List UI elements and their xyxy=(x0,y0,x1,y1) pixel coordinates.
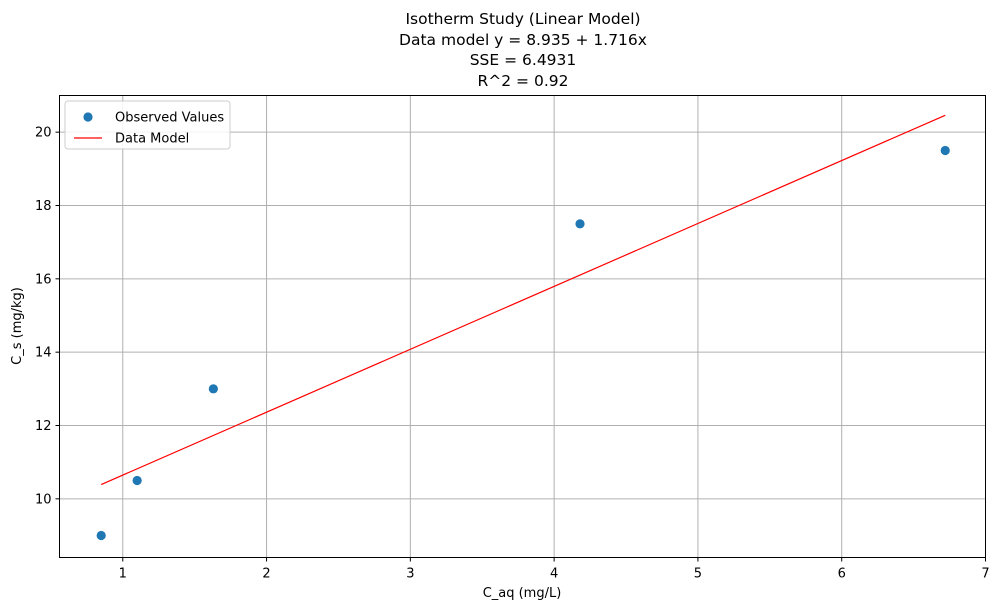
y-tick-label: 20 xyxy=(35,126,52,141)
observed-point xyxy=(940,145,950,156)
grid xyxy=(59,95,986,558)
y-axis-label: C_s (mg/kg) xyxy=(10,287,25,365)
x-tick-label: 6 xyxy=(838,567,846,582)
plot-frame xyxy=(59,95,986,558)
observed-point xyxy=(575,219,585,229)
x-tick-label: 2 xyxy=(262,567,270,582)
y-tick-label: 10 xyxy=(35,492,52,507)
y-tick-label: 12 xyxy=(35,419,52,434)
legend-label: Observed Values xyxy=(115,111,224,126)
legend: Observed Values Data Model xyxy=(64,100,231,150)
title-line-2: Data model y = 8.935 + 1.716x xyxy=(399,31,647,49)
data-model-line xyxy=(100,114,946,486)
x-tick-label: 4 xyxy=(550,567,558,582)
y-tick-label: 14 xyxy=(35,346,52,361)
x-tick-label: 7 xyxy=(981,567,989,582)
x-tick-label: 5 xyxy=(694,567,702,582)
x-tick-label: 1 xyxy=(119,567,127,582)
title-line-4: R^2 = 0.92 xyxy=(478,72,569,90)
observed-point xyxy=(132,475,142,486)
y-tick-label: 16 xyxy=(35,272,52,287)
y-tick-label: 18 xyxy=(35,199,52,214)
chart-title: Isotherm Study (Linear Model) Data model… xyxy=(399,10,647,90)
title-line-1: Isotherm Study (Linear Model) xyxy=(405,10,640,28)
plot-series xyxy=(96,114,950,541)
legend-label: Data Model xyxy=(115,132,189,147)
legend-box xyxy=(64,100,231,150)
x-tick-label: 3 xyxy=(406,567,414,582)
observed-point xyxy=(208,384,218,394)
x-axis-label: C_aq (mg/L) xyxy=(483,586,562,601)
title-line-3: SSE = 6.4931 xyxy=(470,51,577,69)
observed-point xyxy=(96,530,106,541)
legend-point-marker xyxy=(83,112,93,122)
